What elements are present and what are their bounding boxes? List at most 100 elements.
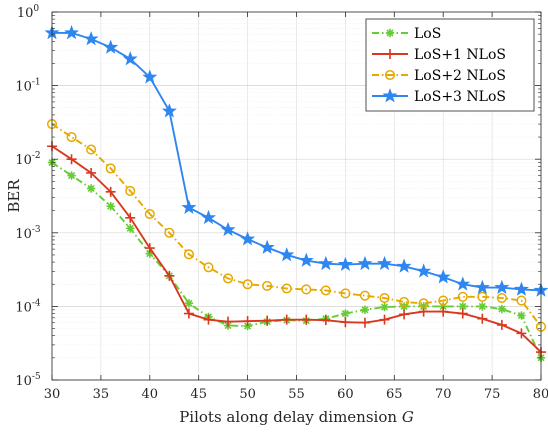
data-point — [318, 255, 334, 271]
data-point — [262, 315, 273, 326]
series-layer — [44, 25, 548, 363]
data-point — [478, 302, 487, 311]
data-point — [83, 31, 99, 46]
x-tick-label: 65 — [386, 387, 403, 402]
data-point — [66, 154, 77, 165]
data-point — [438, 306, 449, 317]
data-point — [357, 255, 373, 271]
data-point — [474, 279, 490, 294]
legend-swatch-marker — [382, 88, 398, 103]
data-point — [64, 25, 80, 40]
data-point — [183, 308, 194, 319]
x-tick-label: 40 — [142, 387, 159, 402]
data-point — [281, 283, 292, 294]
data-point — [145, 249, 154, 258]
data-point — [379, 292, 390, 304]
data-point — [298, 252, 314, 267]
legend-entry: LoS+2 NLoS — [372, 68, 506, 84]
legend-swatch-marker — [385, 28, 395, 38]
data-point — [360, 305, 370, 314]
data-point — [439, 302, 448, 311]
data-point — [262, 280, 273, 291]
data-point — [399, 296, 410, 307]
data-point — [497, 304, 507, 314]
data-point — [320, 315, 331, 326]
data-point — [144, 243, 155, 254]
x-tick-label: 75 — [484, 387, 501, 402]
data-point — [105, 186, 116, 197]
data-point — [164, 227, 175, 238]
data-point — [301, 314, 312, 325]
data-point — [103, 39, 119, 54]
y-tick-label: 10-3 — [15, 225, 41, 242]
legend-label: LoS+1 NLoS — [414, 47, 506, 63]
data-point — [222, 273, 234, 284]
data-point — [418, 298, 429, 309]
data-point — [183, 249, 194, 260]
series-line — [51, 123, 542, 328]
data-point — [126, 224, 135, 233]
data-point — [496, 292, 507, 304]
y-tick-label: 10-1 — [15, 78, 40, 95]
data-point — [144, 208, 155, 220]
legend-swatch-marker — [385, 49, 395, 59]
x-axis-label: Pilots along delay dimension G — [179, 408, 414, 426]
y-tick-label: 10-4 — [15, 298, 41, 315]
x-tick-label: 30 — [44, 387, 61, 402]
data-point — [240, 231, 256, 246]
x-tick-label: 35 — [93, 387, 110, 402]
data-point — [301, 284, 312, 295]
data-point — [399, 309, 410, 320]
data-point — [220, 221, 236, 237]
data-point — [516, 295, 527, 306]
data-point — [341, 309, 350, 318]
x-axis-label-symbol: G — [402, 408, 414, 426]
data-point — [66, 131, 77, 143]
data-point — [164, 270, 175, 281]
data-point — [496, 319, 507, 330]
data-point — [457, 291, 468, 302]
data-point — [142, 69, 158, 84]
x-tick-label: 50 — [239, 387, 256, 402]
data-point — [67, 171, 76, 180]
data-point — [359, 290, 371, 301]
data-point — [105, 163, 116, 174]
x-tick-label: 60 — [337, 387, 354, 402]
data-point — [86, 144, 97, 155]
y-tick-label: 10-5 — [15, 372, 41, 389]
data-point — [223, 316, 234, 327]
data-point — [184, 299, 194, 308]
data-point — [203, 262, 214, 273]
data-point — [477, 291, 488, 302]
data-point — [242, 279, 253, 290]
legend-entry: LoS+1 NLoS — [372, 47, 506, 63]
series-1 — [47, 141, 546, 358]
data-point — [419, 302, 428, 311]
data-point — [379, 314, 390, 325]
data-point — [438, 295, 449, 306]
legend-label: LoS — [414, 26, 441, 42]
series-3 — [44, 25, 548, 297]
series-2 — [46, 119, 547, 332]
x-tick-label: 80 — [533, 387, 548, 402]
data-point — [477, 313, 488, 324]
legend-swatch-marker — [384, 69, 396, 81]
data-point — [281, 314, 292, 325]
data-point — [279, 247, 295, 262]
data-point — [106, 201, 115, 211]
data-point — [203, 314, 214, 325]
legend-label: LoS+3 NLoS — [414, 89, 506, 105]
data-point — [517, 311, 526, 320]
data-point — [337, 256, 353, 271]
legend: LoS LoS+1 NLoS LoS+2 NLoS LoS+3 NLoS — [365, 18, 535, 112]
legend-entry: LoS — [372, 26, 441, 42]
data-point — [86, 184, 96, 193]
data-point — [161, 103, 177, 118]
data-point — [455, 276, 471, 291]
data-point — [516, 328, 527, 339]
legend-entry: LoS+3 NLoS — [372, 88, 506, 105]
data-point — [494, 279, 510, 294]
data-point — [435, 269, 451, 284]
data-point — [340, 317, 351, 328]
